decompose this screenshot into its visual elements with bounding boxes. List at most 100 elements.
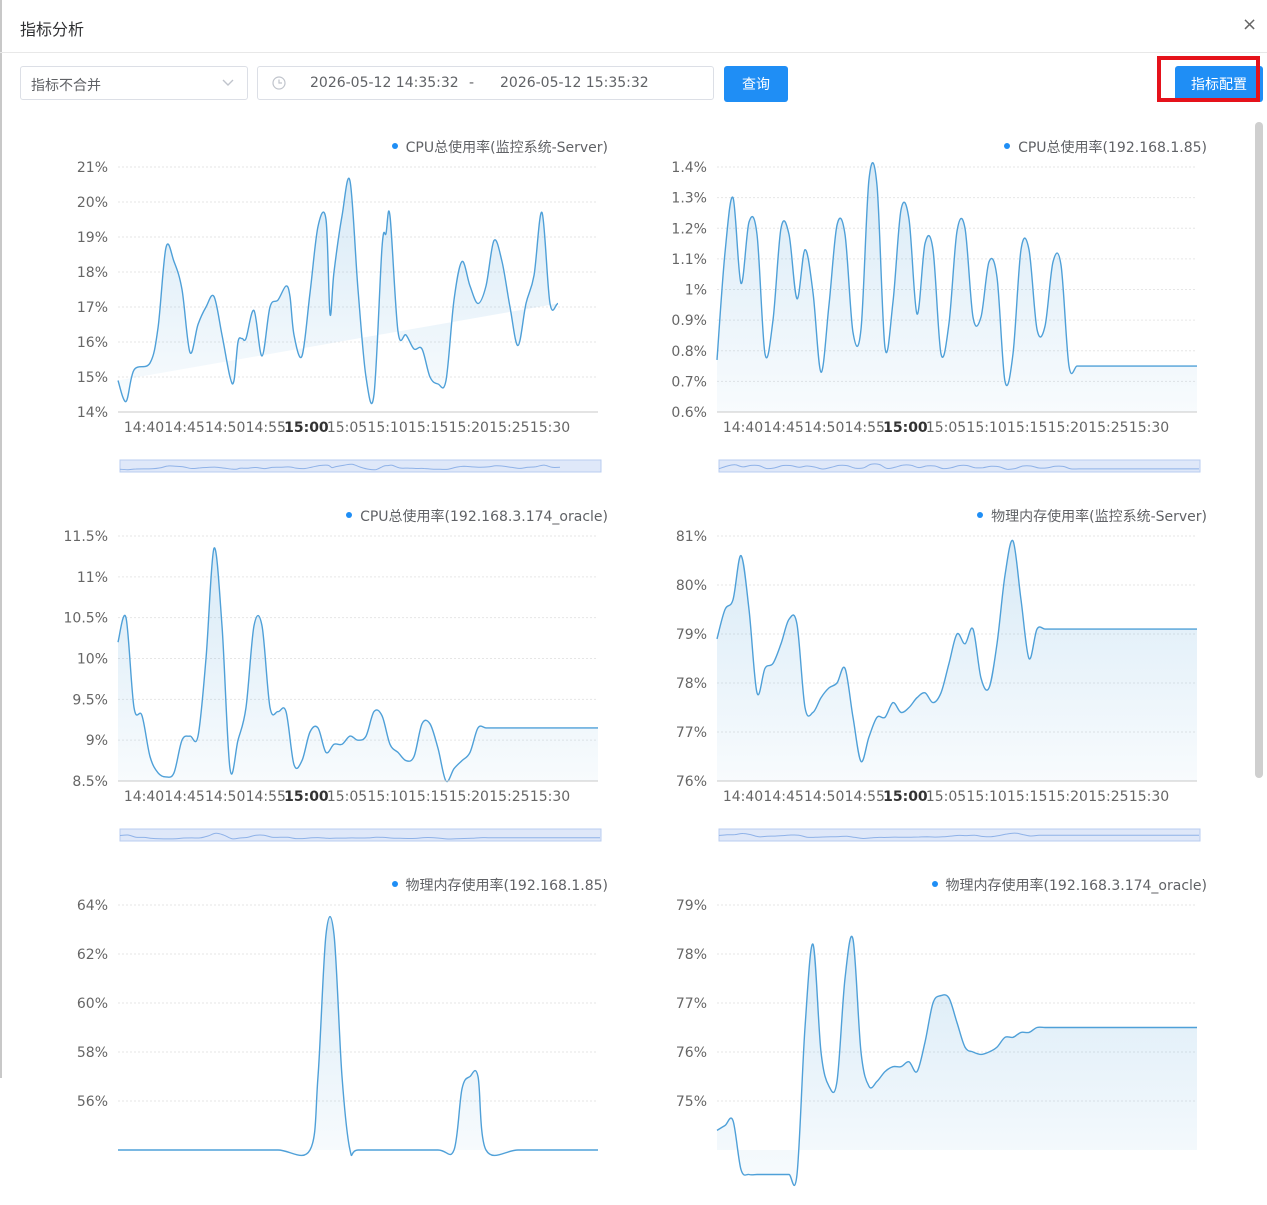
x-tick-label: 15:30 [530,789,570,805]
x-tick-label: 15:20 [1048,420,1088,436]
series-area [118,916,598,1156]
series-line[interactable] [716,539,1197,763]
x-tick-label: 15:05 [926,420,966,436]
zoom-slider[interactable] [119,828,602,842]
x-tick-label: 15:05 [926,789,966,805]
legend-dot-icon [391,881,398,887]
chart-mem-oracle: 物理内存使用率(192.168.3.174_oracle) 75% 76% 77% 7… [607,860,1207,1205]
x-tick-label: 15:20 [449,420,489,436]
legend-dot-icon [346,512,353,518]
chart-cpu-oracle: CPU总使用率(192.168.3.174_oracle) 8.5% 9% 9.5%… [8,491,608,842]
y-tick-label: 0.7% [671,374,707,390]
legend-dot-icon [391,143,398,149]
vertical-scrollbar[interactable] [1255,122,1263,778]
x-tick-label: 14:50 [804,420,844,436]
y-tick-label: 81% [676,529,707,545]
x-tick-label: 14:55 [246,789,286,805]
series-area [717,162,1197,412]
zoom-slider-preview [718,463,1199,470]
y-tick-label: 78% [676,676,707,692]
zoom-slider-preview [119,463,561,471]
y-tick-label: 1.1% [671,252,707,268]
y-tick-label: 58% [77,1045,108,1061]
y-tick-label: 19% [77,230,108,246]
y-tick-label: 11% [77,570,108,586]
x-tick-label: 14:50 [205,420,245,436]
x-tick-label: 14:55 [246,420,286,436]
merge-mode-value: 指标不合并 [31,78,101,94]
merge-mode-select[interactable]: 指标不合并 [20,66,248,100]
legend-dot-icon [1004,143,1011,149]
y-tick-label: 8.5% [72,774,108,790]
series-line[interactable] [716,162,1197,387]
chart-svg: 8.5%9%9.5%10%10.5%11%11.5%14:40 14:45 14:5… [64,529,602,842]
legend-label: CPU总使用率(监控系统-Server) [405,140,608,156]
y-tick-label: 0.6% [671,405,707,421]
y-tick-label: 64% [77,898,108,914]
x-tick-label: 15:30 [530,420,570,436]
y-tick-label: 77% [676,725,707,741]
y-tick-label: 60% [77,996,108,1012]
x-tick-label: 15:05 [327,789,367,805]
chart-legend[interactable]: 物理内存使用率(192.168.3.174_oracle) [931,875,1207,895]
date-range-picker[interactable]: 2026-05-12 14:35:32 - 2026-05-12 15:35:3… [257,66,714,100]
x-tick-label: 15:30 [1129,420,1169,436]
chart-mem-server: 物理内存使用率(监控系统-Server) 76% 77% 78% 79% 80% 81% 1… [607,491,1207,842]
series-line[interactable] [117,177,559,405]
y-tick-label: 79% [676,627,707,643]
chart-cpu-185: CPU总使用率(192.168.1.85) 0.6% 0.7% 0.8% 0.9% 1%… [607,122,1207,473]
y-tick-label: 75% [676,1094,707,1110]
dialog-header: 指标分析 × [0,0,1267,53]
y-tick-label: 76% [676,1045,707,1061]
y-tick-label: 20% [77,195,108,211]
close-icon[interactable]: × [1242,14,1258,35]
series-area [118,178,558,404]
x-tick-label: 15:10 [367,789,407,805]
chart-svg: 56% 58% 60% 62% 64% [77,898,598,1157]
y-tick-label: 56% [77,1094,108,1110]
chart-legend[interactable]: 物理内存使用率(192.168.1.85) [391,875,608,895]
series-line[interactable] [118,915,598,1157]
dialog-left-border [0,0,2,1078]
series-area [717,540,1197,781]
metric-config-button[interactable]: 指标配置 [1175,66,1263,102]
legend-label: 物理内存使用率(监控系统-Server) [991,509,1207,525]
chart-legend[interactable]: CPU总使用率(192.168.3.174_oracle) [346,506,608,526]
zoom-slider-preview [718,832,1199,840]
y-tick-label: 15% [77,370,108,386]
x-tick-label: 15:20 [449,789,489,805]
x-tick-label: 14:40 [124,420,164,436]
x-tick-label: 15:00 [883,420,928,436]
x-tick-label: 14:45 [164,789,204,805]
legend-label: CPU总使用率(192.168.1.85) [1018,140,1207,156]
x-tick-label: 15:00 [284,789,329,805]
x-tick-label: 15:25 [1088,420,1128,436]
x-tick-label: 14:50 [804,789,844,805]
y-tick-label: 11.5% [64,529,108,545]
legend-dot-icon [977,512,984,518]
x-tick-label: 14:55 [845,789,885,805]
y-tick-label: 76% [676,774,707,790]
y-tick-label: 1.4% [671,160,707,176]
y-tick-label: 18% [77,265,108,281]
y-tick-label: 10.5% [64,611,108,627]
chart-legend[interactable]: CPU总使用率(192.168.1.85) [1004,137,1207,157]
chart-legend[interactable]: CPU总使用率(监控系统-Server) [391,137,608,157]
toolbar: 指标不合并 2026-05-12 14:35:32 - 2026-05-12 1… [0,52,1267,116]
range-separator: - [469,75,475,91]
legend-label: 物理内存使用率(192.168.1.85) [405,878,608,894]
range-start-input[interactable]: 2026-05-12 14:35:32 [310,75,459,91]
x-tick-label: 14:40 [723,789,763,805]
chevron-down-icon [221,75,235,93]
series-line[interactable] [117,547,598,783]
y-tick-label: 78% [676,947,707,963]
chart-legend[interactable]: 物理内存使用率(监控系统-Server) [977,506,1207,526]
dialog-title: 指标分析 [20,20,85,39]
range-end-input[interactable]: 2026-05-12 15:35:32 [500,75,649,91]
x-tick-label: 15:00 [284,420,329,436]
y-tick-label: 9.5% [72,692,108,708]
y-tick-label: 21% [77,160,108,176]
zoom-slider[interactable] [119,459,602,473]
y-tick-label: 16% [77,335,108,351]
query-button[interactable]: 查询 [724,66,788,102]
